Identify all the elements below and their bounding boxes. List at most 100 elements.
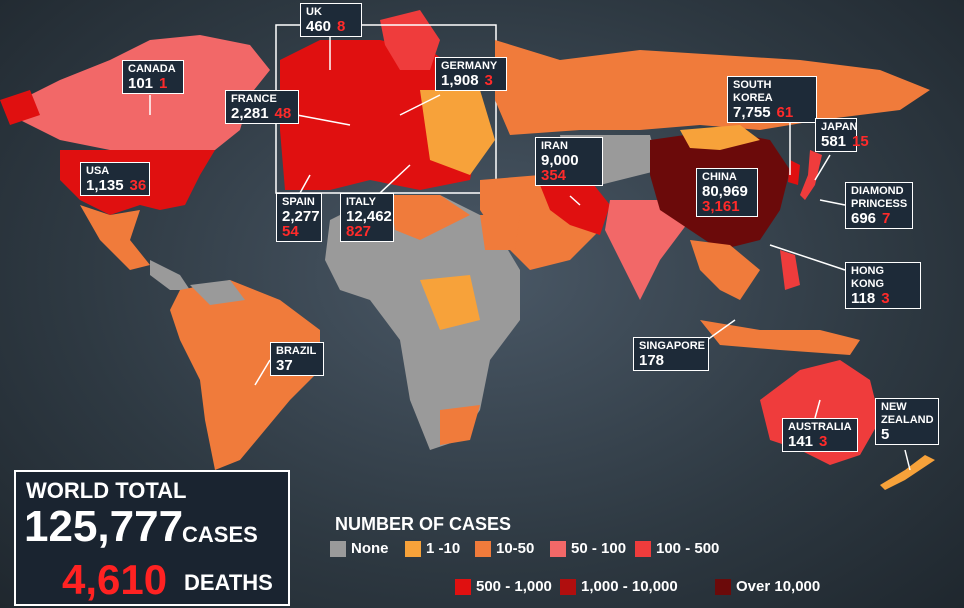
- iran: [540, 180, 610, 235]
- leader-line: [769, 244, 846, 271]
- callout: DIAMOND PRINCESS 696 7: [845, 182, 913, 229]
- legend-label: 100 - 500: [656, 540, 720, 557]
- cases: 696: [851, 210, 877, 227]
- figures: 178: [639, 353, 703, 368]
- cases: 101: [128, 75, 154, 92]
- callout: FRANCE 2,281 48: [225, 90, 299, 124]
- south-america: [170, 280, 320, 470]
- callout: NEW ZEALAND 5: [875, 398, 939, 445]
- deaths: 8: [337, 18, 346, 35]
- deaths: 61: [776, 104, 794, 121]
- legend-title: NUMBER OF CASES: [335, 514, 512, 534]
- deaths: 15: [852, 133, 869, 150]
- callout: HONG KONG 118 3: [845, 262, 921, 309]
- indonesia: [700, 320, 860, 355]
- figures: 1,908 3: [441, 73, 501, 88]
- country-name: UK: [306, 6, 322, 18]
- cases: 141: [788, 433, 814, 450]
- legend-swatch: [455, 578, 471, 595]
- world-total-box: WORLD TOTAL 125,777 CASES 4,610 DEATHS: [14, 470, 290, 606]
- cases: 80,969: [702, 183, 748, 200]
- leader-lines: [149, 37, 911, 471]
- cases: 178: [639, 352, 665, 369]
- deaths: 48: [274, 105, 292, 122]
- legend-swatch: [560, 578, 576, 595]
- country-name: GERMANY: [441, 60, 498, 72]
- legend: NUMBER OF CASES None 1 -10 10-50 50 - 100 10…: [330, 512, 860, 606]
- deaths: 1: [159, 75, 168, 92]
- cases: 118: [851, 290, 876, 307]
- country-name: SINGAPORE: [639, 340, 706, 352]
- south-africa: [440, 405, 480, 445]
- figures: 7,755 61: [733, 105, 811, 120]
- central-africa: [420, 275, 480, 330]
- figures: 118 3: [851, 291, 915, 306]
- legend-item: None: [330, 540, 389, 557]
- callout: AUSTRALIA 141 3: [782, 418, 858, 452]
- figures: 9,000 354: [541, 153, 597, 183]
- cases: 37: [276, 357, 293, 374]
- world-total-deaths: 4,610: [62, 556, 168, 603]
- leader-line: [819, 199, 846, 206]
- legend-item: 500 - 1,000: [455, 578, 552, 595]
- figures: 141 3: [788, 434, 852, 449]
- figures: 2,277 54: [282, 208, 320, 239]
- cases: 2,281: [231, 105, 269, 122]
- india: [605, 200, 690, 300]
- figures: 2,281 48: [231, 106, 293, 121]
- deaths: 3: [881, 290, 890, 307]
- callout: CANADA 101 1: [122, 60, 184, 94]
- legend-item: 100 - 500: [635, 540, 719, 557]
- figures: 80,969 3,161: [702, 184, 752, 214]
- callout: CHINA 80,969 3,161: [696, 168, 758, 217]
- cases-label: CASES: [182, 522, 258, 547]
- cases: 12,462: [346, 208, 392, 225]
- central-america: [150, 260, 190, 290]
- deaths: 3: [484, 72, 493, 89]
- legend-label: 500 - 1,000: [476, 578, 552, 595]
- figures: 460 8: [306, 19, 356, 34]
- country-name: IRAN: [541, 140, 568, 152]
- cases: 2,277: [282, 208, 320, 225]
- deaths: 3,161: [702, 198, 740, 215]
- callout: UK 460 8: [300, 3, 362, 37]
- country-name: AUSTRALIA: [788, 421, 852, 433]
- world-total-title: WORLD TOTAL: [26, 478, 187, 503]
- cases: 5: [881, 426, 890, 443]
- callout: ITALY 12,462 827: [340, 193, 394, 242]
- figures: 37: [276, 358, 318, 373]
- country-name: FRANCE: [231, 93, 277, 105]
- cases: 581: [821, 133, 847, 150]
- legend-label: 1,000 - 10,000: [581, 578, 678, 595]
- legend-swatch: [635, 540, 651, 557]
- legend-item: 1 -10: [405, 540, 460, 557]
- cases: 9,000: [541, 152, 579, 169]
- callout: SINGAPORE 178: [633, 337, 709, 371]
- legend-label: Over 10,000: [736, 578, 821, 595]
- deaths-label: DEATHS: [184, 570, 273, 595]
- world-total-cases: 125,777: [24, 502, 184, 551]
- eastern-europe: [420, 90, 495, 175]
- alaska: [0, 90, 40, 125]
- russia: [495, 40, 930, 135]
- legend-label: None: [351, 540, 389, 557]
- legend-label: 1 -10: [426, 540, 461, 557]
- figures: 101 1: [128, 76, 178, 91]
- figures: 696 7: [851, 211, 907, 226]
- country-name: ITALY: [346, 196, 376, 208]
- country-name: JAPAN: [821, 121, 858, 133]
- leader-line: [814, 399, 821, 419]
- legend-label: 10-50: [496, 540, 535, 557]
- country-name: BRAZIL: [276, 345, 317, 357]
- country-name: SPAIN: [282, 196, 315, 208]
- leader-line: [379, 164, 411, 194]
- callout: JAPAN 581 15: [815, 118, 869, 152]
- cases: 1,135: [86, 177, 124, 194]
- legend-item: 10-50: [475, 540, 534, 557]
- country-name: CANADA: [128, 63, 176, 75]
- callout: SPAIN 2,277 54: [276, 193, 322, 242]
- leader-line: [904, 449, 911, 471]
- leader-line: [569, 195, 581, 206]
- new-zealand: [880, 455, 935, 490]
